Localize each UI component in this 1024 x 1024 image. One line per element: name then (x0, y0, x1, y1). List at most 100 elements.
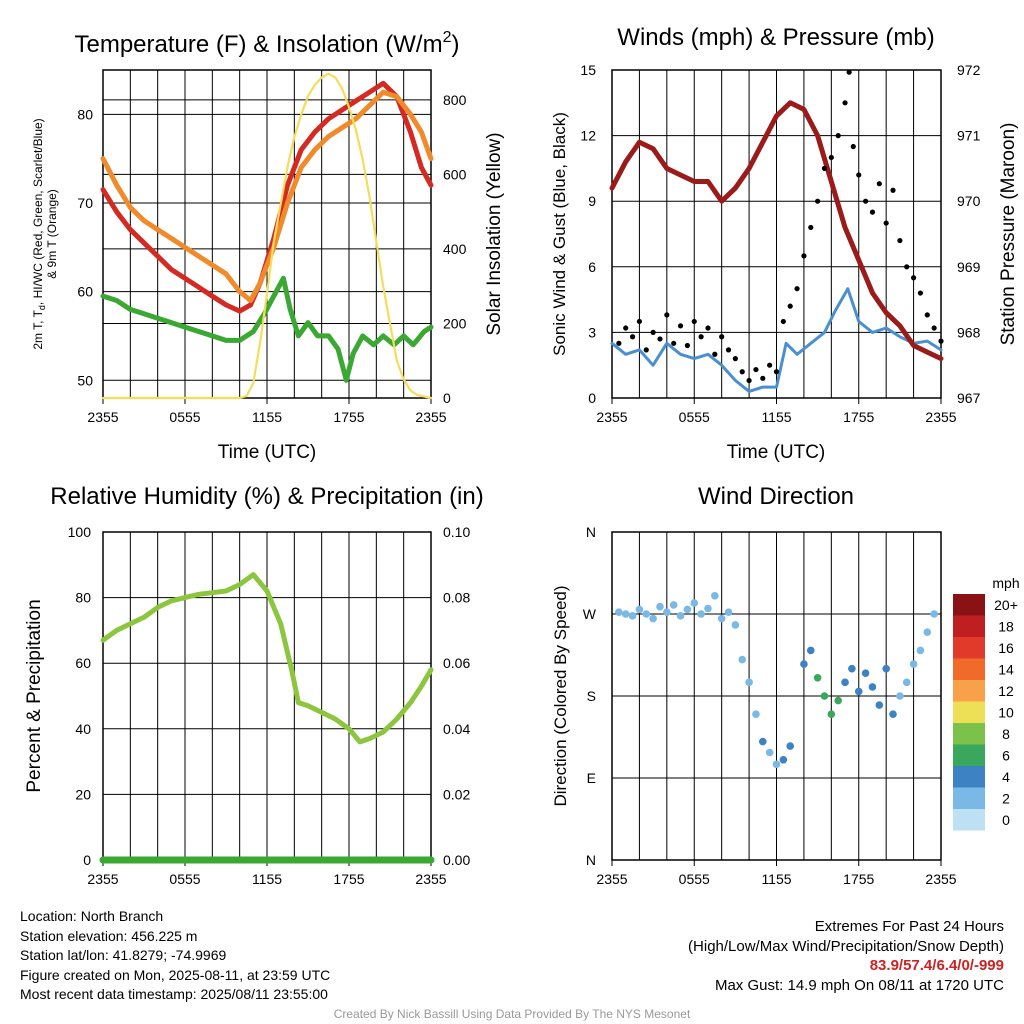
x-axis-label: Time (UTC) (727, 442, 826, 463)
wind-speed-line (610, 287, 943, 393)
direction-point (752, 710, 760, 719)
direction-point (800, 660, 808, 668)
pressure-line (609, 100, 944, 362)
direction-point (663, 608, 671, 616)
x-tick-label: 1755 (843, 871, 874, 887)
direction-point (683, 605, 692, 614)
gust-point (732, 356, 738, 362)
direction-point (649, 614, 657, 623)
y2-tick-label: 0 (443, 390, 451, 406)
legend-swatch (953, 809, 985, 831)
legend-swatch (953, 787, 985, 809)
recent-text: Most recent data timestamp: 2025/08/11 2… (20, 986, 328, 1002)
x-tick-label: 2355 (87, 871, 118, 887)
gust-point (773, 369, 780, 375)
y-axis-label: 2m T, Td, HI/WC (Red, Green, Scarlet/Blu… (31, 118, 47, 349)
legend-label: 0 (1002, 812, 1010, 828)
y-tick-label: 3 (588, 324, 596, 340)
gust-point (904, 264, 910, 270)
gust-point (616, 340, 622, 346)
direction-point (717, 614, 726, 623)
y-tick-label: E (587, 770, 596, 786)
gust-point (629, 334, 636, 340)
y2-axis-label: Station Pressure (Maroon) (998, 123, 1019, 346)
legend-label: 12 (998, 683, 1014, 699)
direction-point (806, 646, 815, 655)
direction-point (738, 655, 747, 664)
direction-point (697, 610, 705, 618)
x-axis-label: Time (UTC) (218, 442, 317, 463)
elevation-text: Station elevation: 456.225 m (20, 927, 198, 944)
y-tick-label: 80 (77, 106, 93, 122)
y2-tick-label: 0.00 (443, 852, 470, 868)
direction-point (635, 605, 644, 614)
max-gust-text: Max Gust: 14.9 mph On 08/11 at 1720 UTC (714, 976, 1004, 994)
direction-point (882, 664, 890, 673)
direction-point (861, 669, 870, 678)
humidity-line (100, 572, 434, 745)
extremes-legend: (High/Low/Max Wind/Precipitation/Snow De… (688, 937, 1004, 955)
legend-swatch (953, 615, 985, 637)
y-tick-label: S (587, 688, 596, 704)
direction-point (930, 610, 938, 618)
gust-point (897, 237, 903, 244)
gust-point (924, 312, 930, 318)
gust-point (863, 198, 869, 204)
direction-point (875, 701, 884, 709)
chart-title: Relative Humidity (%) & Precipitation (i… (50, 483, 483, 510)
direction-point (854, 687, 863, 696)
direction-point (615, 608, 623, 616)
direction-point (909, 660, 918, 668)
legend-swatch (953, 744, 985, 766)
direction-point (813, 673, 822, 682)
gust-point (850, 143, 856, 150)
direction-point (786, 742, 795, 750)
direction-point (902, 678, 911, 687)
legend-label: 18 (998, 619, 1014, 635)
direction-point (676, 612, 685, 620)
title-superscript: 2 (443, 29, 452, 46)
y-tick-label: W (583, 606, 597, 622)
y2-tick-label: 0.10 (443, 524, 470, 540)
y-label-rest: , HI/WC (Red, Green, Scarlet/Blue) (31, 118, 45, 305)
station-info: Location: North Branch Station elevation… (20, 907, 330, 1005)
legend-swatch (953, 637, 985, 659)
direction-point (745, 678, 753, 687)
gust-point (780, 318, 786, 325)
gust-point (705, 325, 711, 331)
chart-title: Temperature (F) & Insolation (W/m2) (74, 29, 459, 58)
y2-tick-label: 967 (957, 390, 981, 406)
gust-point (846, 69, 852, 75)
x-tick-label: 0555 (169, 871, 200, 887)
gust-point (938, 338, 944, 344)
y2-tick-label: 971 (957, 128, 981, 144)
y2-axis-label: Solar Insolation (Yellow) (484, 132, 505, 335)
gust-point (787, 303, 793, 309)
legend-swatch (953, 594, 985, 616)
legend-label: 8 (1002, 726, 1010, 742)
x-tick-label: 0555 (169, 409, 200, 425)
gust-point (828, 154, 834, 161)
direction-point (896, 692, 904, 700)
x-tick-label: 2355 (925, 871, 956, 887)
extremes-info: Extremes For Past 24 Hours (High/Low/Max… (688, 917, 1004, 995)
gust-point (677, 323, 684, 329)
legend-swatch (953, 658, 985, 680)
series-orange-line (100, 89, 434, 303)
title-close: ) (452, 31, 460, 58)
y2-tick-label: 0.08 (443, 590, 470, 606)
gust-point (712, 351, 718, 357)
y-tick-label: 60 (77, 284, 93, 300)
gust-point (801, 253, 807, 259)
legend-title: mph (992, 575, 1019, 591)
y2-tick-label: 800 (443, 92, 467, 108)
latlon-text: Station lat/lon: 41.8279; -74.9969 (20, 947, 227, 963)
legend-label: 6 (1002, 748, 1010, 764)
direction-point (758, 737, 767, 746)
gust-point (910, 275, 917, 281)
y-tick-label: 0 (83, 852, 91, 868)
gust-point (753, 366, 759, 373)
direction-point (779, 755, 788, 764)
gust-point (664, 312, 670, 318)
legend-label: 14 (998, 662, 1014, 678)
